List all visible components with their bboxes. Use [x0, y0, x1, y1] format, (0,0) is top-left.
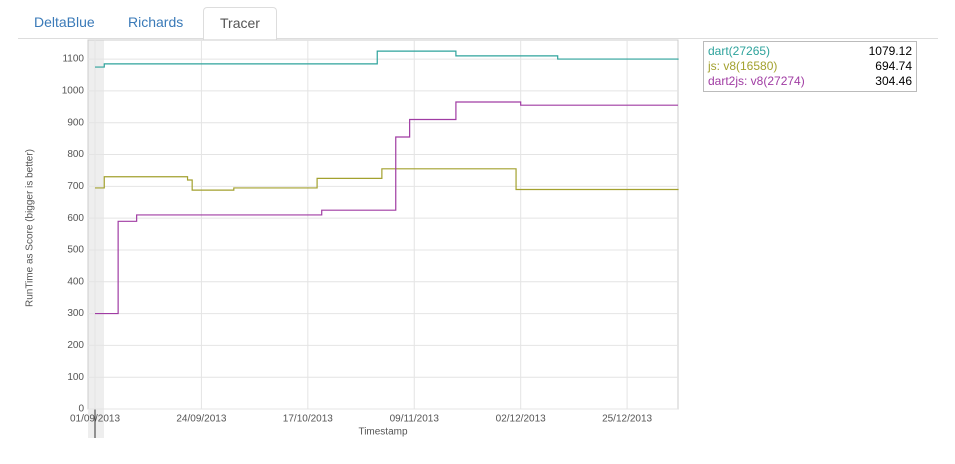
series-line	[95, 168, 679, 191]
legend-name: js: v8(16580)	[708, 59, 778, 73]
tab[interactable]: Richards	[128, 14, 184, 30]
y-tick-label: 0	[78, 404, 84, 415]
y-tick-label: 1000	[62, 86, 85, 97]
tab[interactable]: DeltaBlue	[34, 14, 95, 30]
y-tick-label: 300	[67, 308, 84, 319]
x-tick-label: 24/09/2013	[176, 414, 226, 425]
range-shade	[88, 40, 104, 438]
tab[interactable]: Tracer	[203, 7, 277, 40]
y-tick-label: 400	[67, 276, 84, 287]
y-tick-label: 900	[67, 117, 84, 128]
x-tick-label: 09/11/2013	[390, 414, 440, 425]
x-axis-label: Timestamp	[358, 427, 408, 438]
legend-value: 1079.12	[868, 44, 912, 58]
x-tick-label: 02/12/2013	[496, 414, 546, 425]
legend-value: 304.46	[875, 74, 912, 88]
y-tick-label: 200	[67, 340, 84, 351]
series-line	[95, 50, 679, 68]
y-tick-label: 1100	[62, 54, 84, 65]
legend-row: dart(27265) 1079.12	[704, 44, 916, 59]
legend: dart(27265) 1079.12 js: v8(16580) 694.74 dar…	[703, 41, 917, 92]
y-tick-label: 700	[67, 181, 84, 192]
y-tick-label: 800	[67, 149, 84, 160]
legend-row: dart2js: v8(27274) 304.46	[704, 74, 916, 89]
legend-name: dart2js: v8(27274)	[708, 74, 805, 88]
plot-frame	[87, 39, 679, 410]
x-tick-label: 17/10/2013	[283, 414, 333, 425]
tab-bar: DeltaBlue Richards Tracer	[18, 7, 938, 40]
series-line	[95, 101, 678, 315]
y-tick-label: 100	[67, 372, 84, 383]
x-tick-label: 25/12/2013	[602, 414, 652, 425]
y-axis-label: RunTime as Score (bigger is better)	[25, 149, 36, 307]
y-tick-label: 500	[67, 245, 84, 256]
legend-value: 694.74	[875, 59, 912, 73]
y-tick-label: 600	[67, 213, 84, 224]
x-tick-label: 01/09/2013	[70, 414, 120, 425]
legend-row: js: v8(16580) 694.74	[704, 59, 916, 74]
legend-name: dart(27265)	[708, 44, 771, 58]
